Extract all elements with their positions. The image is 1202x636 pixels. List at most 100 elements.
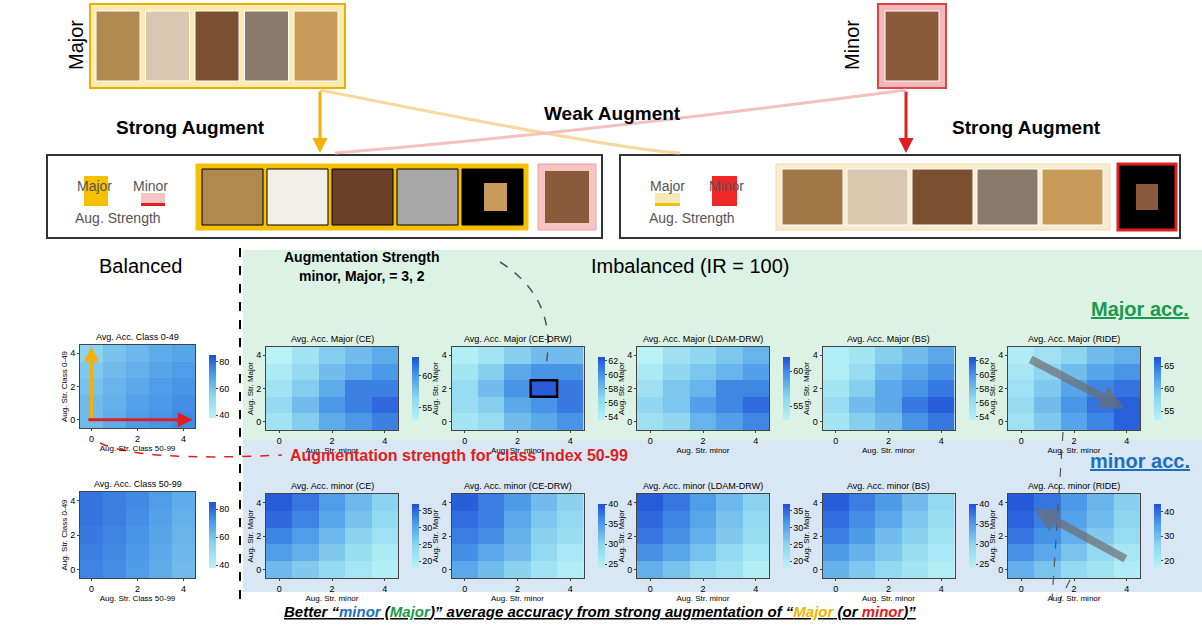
svg-text:Avg. Acc. Class 0-49: Avg. Acc. Class 0-49 <box>96 332 179 342</box>
svg-text:2: 2 <box>627 531 632 541</box>
svg-text:Aug. Str. minor: Aug. Str. minor <box>862 446 915 455</box>
svg-text:4: 4 <box>568 584 573 594</box>
svg-text:55: 55 <box>793 401 803 411</box>
svg-text:4: 4 <box>939 436 944 446</box>
svg-text:Aug. Str. Major: Aug. Str. Major <box>988 509 997 562</box>
svg-text:Aug. Str. Class 50-99: Aug. Str. Class 50-99 <box>100 444 176 453</box>
svg-text:4: 4 <box>1124 436 1129 446</box>
svg-text:Imbalanced (IR = 100): Imbalanced (IR = 100) <box>591 255 789 277</box>
svg-text:Major: Major <box>65 20 87 70</box>
svg-text:0: 0 <box>833 436 838 446</box>
svg-text:Avg. Acc. Major (RIDE): Avg. Acc. Major (RIDE) <box>1028 334 1120 344</box>
svg-text:0: 0 <box>813 565 818 575</box>
svg-text:Avg. Acc. Major (LDAM-DRW): Avg. Acc. Major (LDAM-DRW) <box>643 334 763 344</box>
svg-text:2: 2 <box>70 382 75 392</box>
svg-text:Major acc.: Major acc. <box>1091 298 1189 320</box>
svg-text:80: 80 <box>219 357 229 367</box>
svg-text:0: 0 <box>89 584 94 594</box>
svg-text:Major: Major <box>650 178 685 194</box>
svg-text:0: 0 <box>998 565 1003 575</box>
svg-text:62: 62 <box>608 356 618 366</box>
svg-text:0: 0 <box>1019 584 1024 594</box>
svg-text:Aug. Str. Major: Aug. Str. Major <box>431 362 440 415</box>
svg-text:35: 35 <box>793 506 803 516</box>
svg-text:Aug. Str. minor: Aug. Str. minor <box>491 446 544 455</box>
svg-text:4: 4 <box>939 584 944 594</box>
svg-text:40: 40 <box>219 560 229 570</box>
svg-text:Aug. Str. minor: Aug. Str. minor <box>677 594 730 603</box>
svg-text:58: 58 <box>979 384 989 394</box>
svg-text:20: 20 <box>1164 556 1174 566</box>
svg-text:60: 60 <box>219 532 229 542</box>
svg-text:35: 35 <box>422 506 432 516</box>
svg-text:54: 54 <box>979 412 989 422</box>
svg-text:2: 2 <box>627 384 632 394</box>
svg-text:2: 2 <box>1071 584 1076 594</box>
svg-text:25: 25 <box>422 540 432 550</box>
svg-text:2: 2 <box>442 384 447 394</box>
svg-text:Aug. Str. Major: Aug. Str. Major <box>431 509 440 562</box>
svg-text:Aug. Str. Class 0-49: Aug. Str. Class 0-49 <box>60 499 69 571</box>
svg-text:56: 56 <box>979 398 989 408</box>
svg-text:30: 30 <box>422 523 432 533</box>
svg-text:0: 0 <box>256 417 261 427</box>
svg-text:Aug. Str. minor: Aug. Str. minor <box>306 594 359 603</box>
svg-text:2: 2 <box>886 436 891 446</box>
svg-text:0: 0 <box>627 565 632 575</box>
svg-text:Aug. Str. Class 50-99: Aug. Str. Class 50-99 <box>100 594 176 603</box>
svg-text:Strong Augment: Strong Augment <box>116 117 265 138</box>
svg-text:4: 4 <box>998 350 1003 360</box>
svg-text:4: 4 <box>753 436 758 446</box>
svg-text:0: 0 <box>256 565 261 575</box>
svg-text:Better “minor (Major)” average: Better “minor (Major)” average accuracy … <box>284 603 916 620</box>
svg-text:Aug. Str. minor: Aug. Str. minor <box>1048 594 1101 603</box>
svg-text:30: 30 <box>979 539 989 549</box>
svg-text:Aug. Str. minor: Aug. Str. minor <box>306 446 359 455</box>
svg-text:4: 4 <box>256 498 261 508</box>
svg-text:2: 2 <box>256 384 261 394</box>
svg-text:25: 25 <box>608 559 618 569</box>
svg-text:2: 2 <box>886 584 891 594</box>
svg-text:2: 2 <box>515 436 520 446</box>
svg-text:62: 62 <box>979 356 989 366</box>
svg-text:Strong Augment: Strong Augment <box>952 117 1101 138</box>
svg-text:65: 65 <box>1164 361 1174 371</box>
svg-text:4: 4 <box>813 350 818 360</box>
svg-text:4: 4 <box>181 434 186 444</box>
svg-text:Avg. Acc. minor (LDAM-DRW): Avg. Acc. minor (LDAM-DRW) <box>643 481 763 491</box>
svg-text:4: 4 <box>568 436 573 446</box>
svg-text:Minor: Minor <box>841 20 863 70</box>
svg-text:54: 54 <box>608 412 618 422</box>
svg-text:Aug. Str. minor: Aug. Str. minor <box>491 594 544 603</box>
svg-text:0: 0 <box>70 565 75 575</box>
svg-text:2: 2 <box>813 531 818 541</box>
svg-text:25: 25 <box>793 540 803 550</box>
svg-text:4: 4 <box>70 496 75 506</box>
svg-text:2: 2 <box>256 531 261 541</box>
svg-text:0: 0 <box>277 584 282 594</box>
svg-text:0: 0 <box>462 436 467 446</box>
svg-text:Avg. Acc. minor (RIDE): Avg. Acc. minor (RIDE) <box>1028 481 1120 491</box>
svg-text:60: 60 <box>219 384 229 394</box>
svg-text:Aug. Strength: Aug. Strength <box>649 210 735 226</box>
svg-text:Weak Augment: Weak Augment <box>544 103 681 124</box>
svg-text:Avg. Acc. minor (CE): Avg. Acc. minor (CE) <box>291 481 374 491</box>
svg-text:60: 60 <box>793 366 803 376</box>
svg-text:2: 2 <box>70 530 75 540</box>
svg-text:4: 4 <box>181 584 186 594</box>
svg-text:Aug. Str. minor: Aug. Str. minor <box>1048 446 1101 455</box>
svg-text:30: 30 <box>608 539 618 549</box>
svg-text:55: 55 <box>1164 406 1174 416</box>
svg-text:0: 0 <box>277 436 282 446</box>
svg-text:35: 35 <box>608 519 618 529</box>
svg-text:Major: Major <box>77 178 112 194</box>
svg-text:0: 0 <box>833 584 838 594</box>
svg-text:Aug. Str. Major: Aug. Str. Major <box>246 509 255 562</box>
svg-text:4: 4 <box>1124 584 1129 594</box>
svg-text:2: 2 <box>442 531 447 541</box>
svg-text:Aug. Str. Major: Aug. Str. Major <box>802 509 811 562</box>
svg-text:0: 0 <box>1019 436 1024 446</box>
svg-text:2: 2 <box>813 384 818 394</box>
svg-text:0: 0 <box>462 584 467 594</box>
svg-text:2: 2 <box>135 434 140 444</box>
